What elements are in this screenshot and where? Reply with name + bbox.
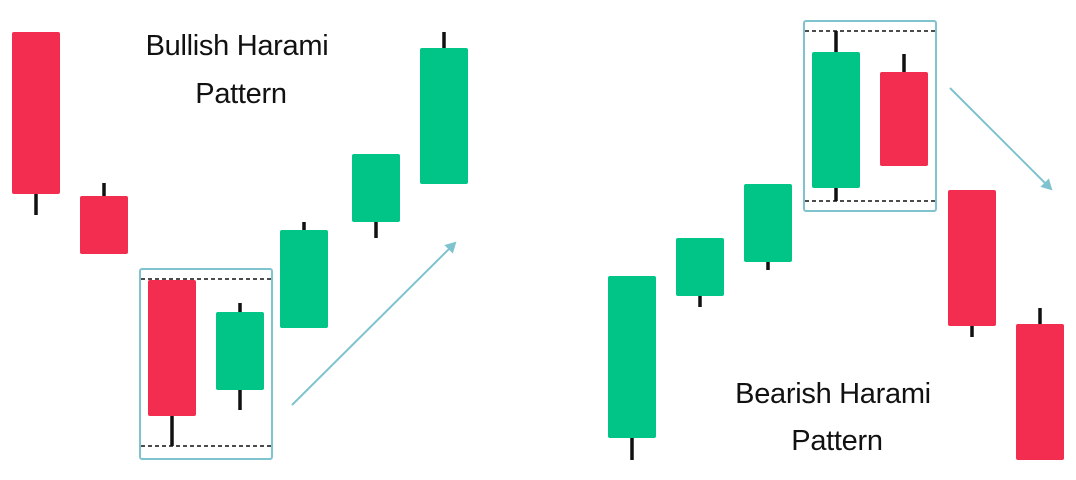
candle-body <box>948 190 996 326</box>
bullish-candle-1 <box>12 32 60 215</box>
bearish-candle-7 <box>1016 308 1064 460</box>
bearish-harami-highlight-box <box>803 20 937 212</box>
bearish-candle-3 <box>744 184 792 270</box>
bullish-candle-4-inside <box>216 303 264 410</box>
bearish-candle-6 <box>948 190 996 337</box>
bearish-title-line2: Pattern <box>791 425 882 457</box>
up-arrow-icon <box>291 241 457 406</box>
bearish-candle-2 <box>676 238 724 307</box>
candle-body <box>352 154 400 222</box>
candle-body <box>676 238 724 296</box>
bullish-candle-7 <box>420 32 468 184</box>
bullish-candle-6 <box>352 154 400 238</box>
bearish-candle-5-inside <box>880 54 928 166</box>
candle-body <box>744 184 792 262</box>
candle-body <box>148 280 196 416</box>
candle-body <box>216 312 264 390</box>
bearish-candle-1 <box>608 276 656 460</box>
candle-body <box>420 48 468 184</box>
candle-body <box>880 72 928 166</box>
candle-body <box>80 196 128 254</box>
candle-body <box>280 230 328 328</box>
candle-body <box>1016 324 1064 460</box>
bullish-candle-2 <box>80 183 128 254</box>
bullish-candle-5 <box>280 222 328 328</box>
bullish-candle-3-mother <box>148 280 196 446</box>
bullish-title-line1: Bullish Harami <box>146 30 329 62</box>
candle-body <box>812 52 860 188</box>
down-arrow-icon <box>949 87 1053 191</box>
bearish-candle-4-mother <box>812 31 860 201</box>
bearish-harami-group: Bearish Harami Pattern <box>608 20 1064 460</box>
bullish-harami-highlight-box <box>139 268 273 460</box>
bullish-harami-group: Bullish Harami Pattern <box>12 30 468 460</box>
candle-body <box>608 276 656 438</box>
candle-body <box>12 32 60 194</box>
bullish-title-line2: Pattern <box>195 78 286 110</box>
bearish-title-line1: Bearish Harami <box>735 378 931 410</box>
